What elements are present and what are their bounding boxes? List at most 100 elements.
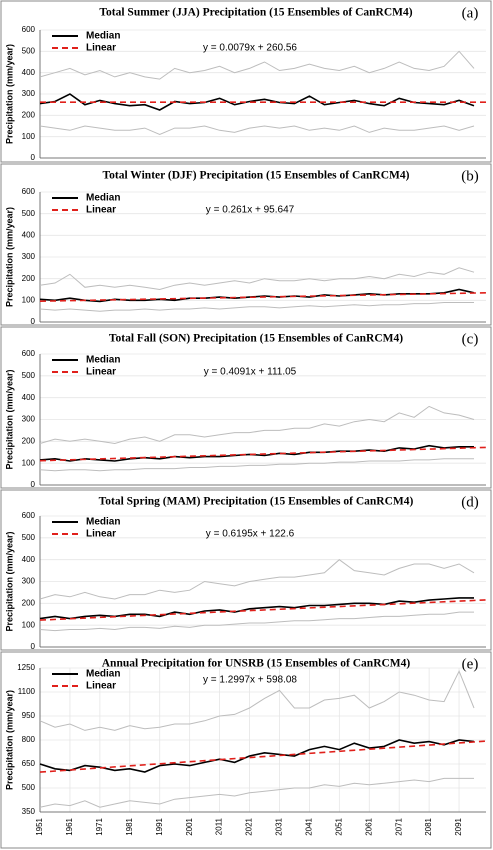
legend-label: Linear (86, 205, 116, 216)
x-tick-label: 2081 (424, 817, 433, 835)
x-tick-label: 1961 (65, 817, 74, 835)
x-tick-label: 2091 (454, 817, 463, 835)
x-tick-label: 2011 (215, 817, 224, 835)
y-tick-label: 600 (22, 511, 36, 520)
x-tick-label: 2001 (185, 817, 194, 835)
panel-frame (0, 163, 492, 326)
y-tick-label: 0 (31, 317, 36, 326)
x-tick-label: 1991 (155, 817, 164, 835)
x-tick-label: 1951 (35, 817, 44, 835)
y-tick-label: 600 (22, 187, 36, 196)
y-tick-label: 100 (22, 620, 36, 629)
series-line (39, 739, 475, 773)
series-line (39, 93, 475, 111)
chart-title: Annual Precipitation for UNSRB (15 Ensem… (102, 658, 411, 670)
y-tick-label: 300 (22, 415, 36, 424)
panel-label: (c) (462, 331, 479, 347)
legend-label: Linear (86, 529, 116, 540)
ensemble-line (39, 611, 474, 632)
y-tick-label: 200 (22, 436, 36, 445)
y-tick-label: 400 (22, 393, 36, 402)
ensemble-line (39, 777, 474, 808)
chart-title: Total Winter (DJF) Precipitation (15 Ens… (103, 170, 410, 182)
series-line (39, 444, 474, 462)
y-tick-label: 200 (22, 598, 36, 607)
y-tick-label: 500 (22, 209, 36, 218)
x-tick-label: 2051 (334, 817, 343, 835)
x-tick-label: 2061 (364, 817, 373, 835)
y-tick-label: 500 (22, 46, 36, 55)
y-tick-label: 400 (22, 230, 36, 239)
x-tick-label: 2071 (394, 817, 403, 835)
ensemble-line (39, 559, 475, 600)
panel-frame (0, 489, 492, 651)
panel-label: (a) (462, 5, 479, 21)
annotation: y = 0.4091x + 111.05 (204, 367, 297, 378)
x-tick-label: 2021 (245, 817, 254, 835)
y-tick-label: 350 (22, 807, 36, 816)
annotation: y = 0.261x + 95.647 (206, 205, 295, 216)
y-tick-label: 500 (22, 371, 36, 380)
y-tick-label: 100 (22, 458, 36, 467)
y-tick-label: 600 (22, 349, 36, 358)
panel-label: (d) (461, 494, 479, 510)
ensemble-line (39, 458, 474, 472)
y-axis-label: Precipitation (mm/year) (4, 207, 14, 307)
x-tick-label: 1971 (95, 817, 104, 835)
y-axis-label: Precipitation (mm/year) (4, 531, 14, 631)
panel-frame (0, 651, 492, 849)
y-tick-label: 200 (22, 110, 36, 119)
y-tick-label: 0 (31, 153, 36, 162)
y-tick-label: 100 (22, 132, 36, 141)
ensemble-line (39, 405, 475, 445)
y-tick-label: 0 (31, 480, 36, 489)
y-tick-label: 300 (22, 577, 36, 586)
legend-label: Median (86, 193, 120, 204)
y-tick-label: 300 (22, 252, 36, 261)
annotation: y = 0.6195x + 122.6 (206, 529, 295, 540)
legend-label: Linear (86, 367, 116, 378)
x-tick-label: 1981 (125, 817, 134, 835)
y-tick-label: 600 (22, 25, 36, 34)
annotation: y = 0.0079x + 260.56 (203, 43, 297, 54)
y-tick-label: 400 (22, 555, 36, 564)
y-tick-label: 0 (31, 642, 36, 651)
chart-title: Total Summer (JJA) Precipitation (15 Ens… (99, 7, 412, 19)
y-tick-label: 500 (22, 533, 36, 542)
series-line (39, 292, 487, 302)
legend-label: Median (86, 517, 120, 528)
y-axis-label: Precipitation (mm/year) (4, 690, 14, 790)
y-tick-label: 400 (22, 68, 36, 77)
y-tick-label: 1250 (17, 663, 35, 672)
y-tick-label: 200 (22, 274, 36, 283)
ensemble-line (39, 267, 475, 291)
panel-frame (0, 326, 492, 489)
series-line (39, 446, 487, 462)
ensemble-line (39, 669, 475, 731)
chart-title: Total Fall (SON) Precipitation (15 Ensem… (109, 333, 403, 345)
annotation: y = 1.2997x + 598.08 (203, 675, 297, 686)
y-tick-label: 300 (22, 89, 36, 98)
legend-label: Median (86, 31, 120, 42)
ensemble-line (39, 125, 475, 136)
legend-label: Median (86, 669, 120, 680)
legend-label: Linear (86, 43, 116, 54)
y-tick-label: 950 (22, 711, 36, 720)
y-tick-label: 100 (22, 295, 36, 304)
ensemble-line (39, 302, 474, 312)
y-tick-label: 650 (22, 759, 36, 768)
series-line (39, 599, 487, 621)
series-line (39, 740, 487, 773)
legend-label: Median (86, 355, 120, 366)
y-tick-label: 800 (22, 735, 36, 744)
panel-frame (0, 0, 492, 163)
x-tick-label: 2041 (305, 817, 314, 835)
y-tick-label: 500 (22, 783, 36, 792)
panel-label: (e) (462, 656, 479, 672)
y-axis-label: Precipitation (mm/year) (4, 369, 14, 469)
ensemble-line (39, 50, 475, 80)
x-tick-label: 2031 (275, 817, 284, 835)
y-axis-label: Precipitation (mm/year) (4, 44, 14, 144)
panel-label: (b) (461, 168, 479, 184)
